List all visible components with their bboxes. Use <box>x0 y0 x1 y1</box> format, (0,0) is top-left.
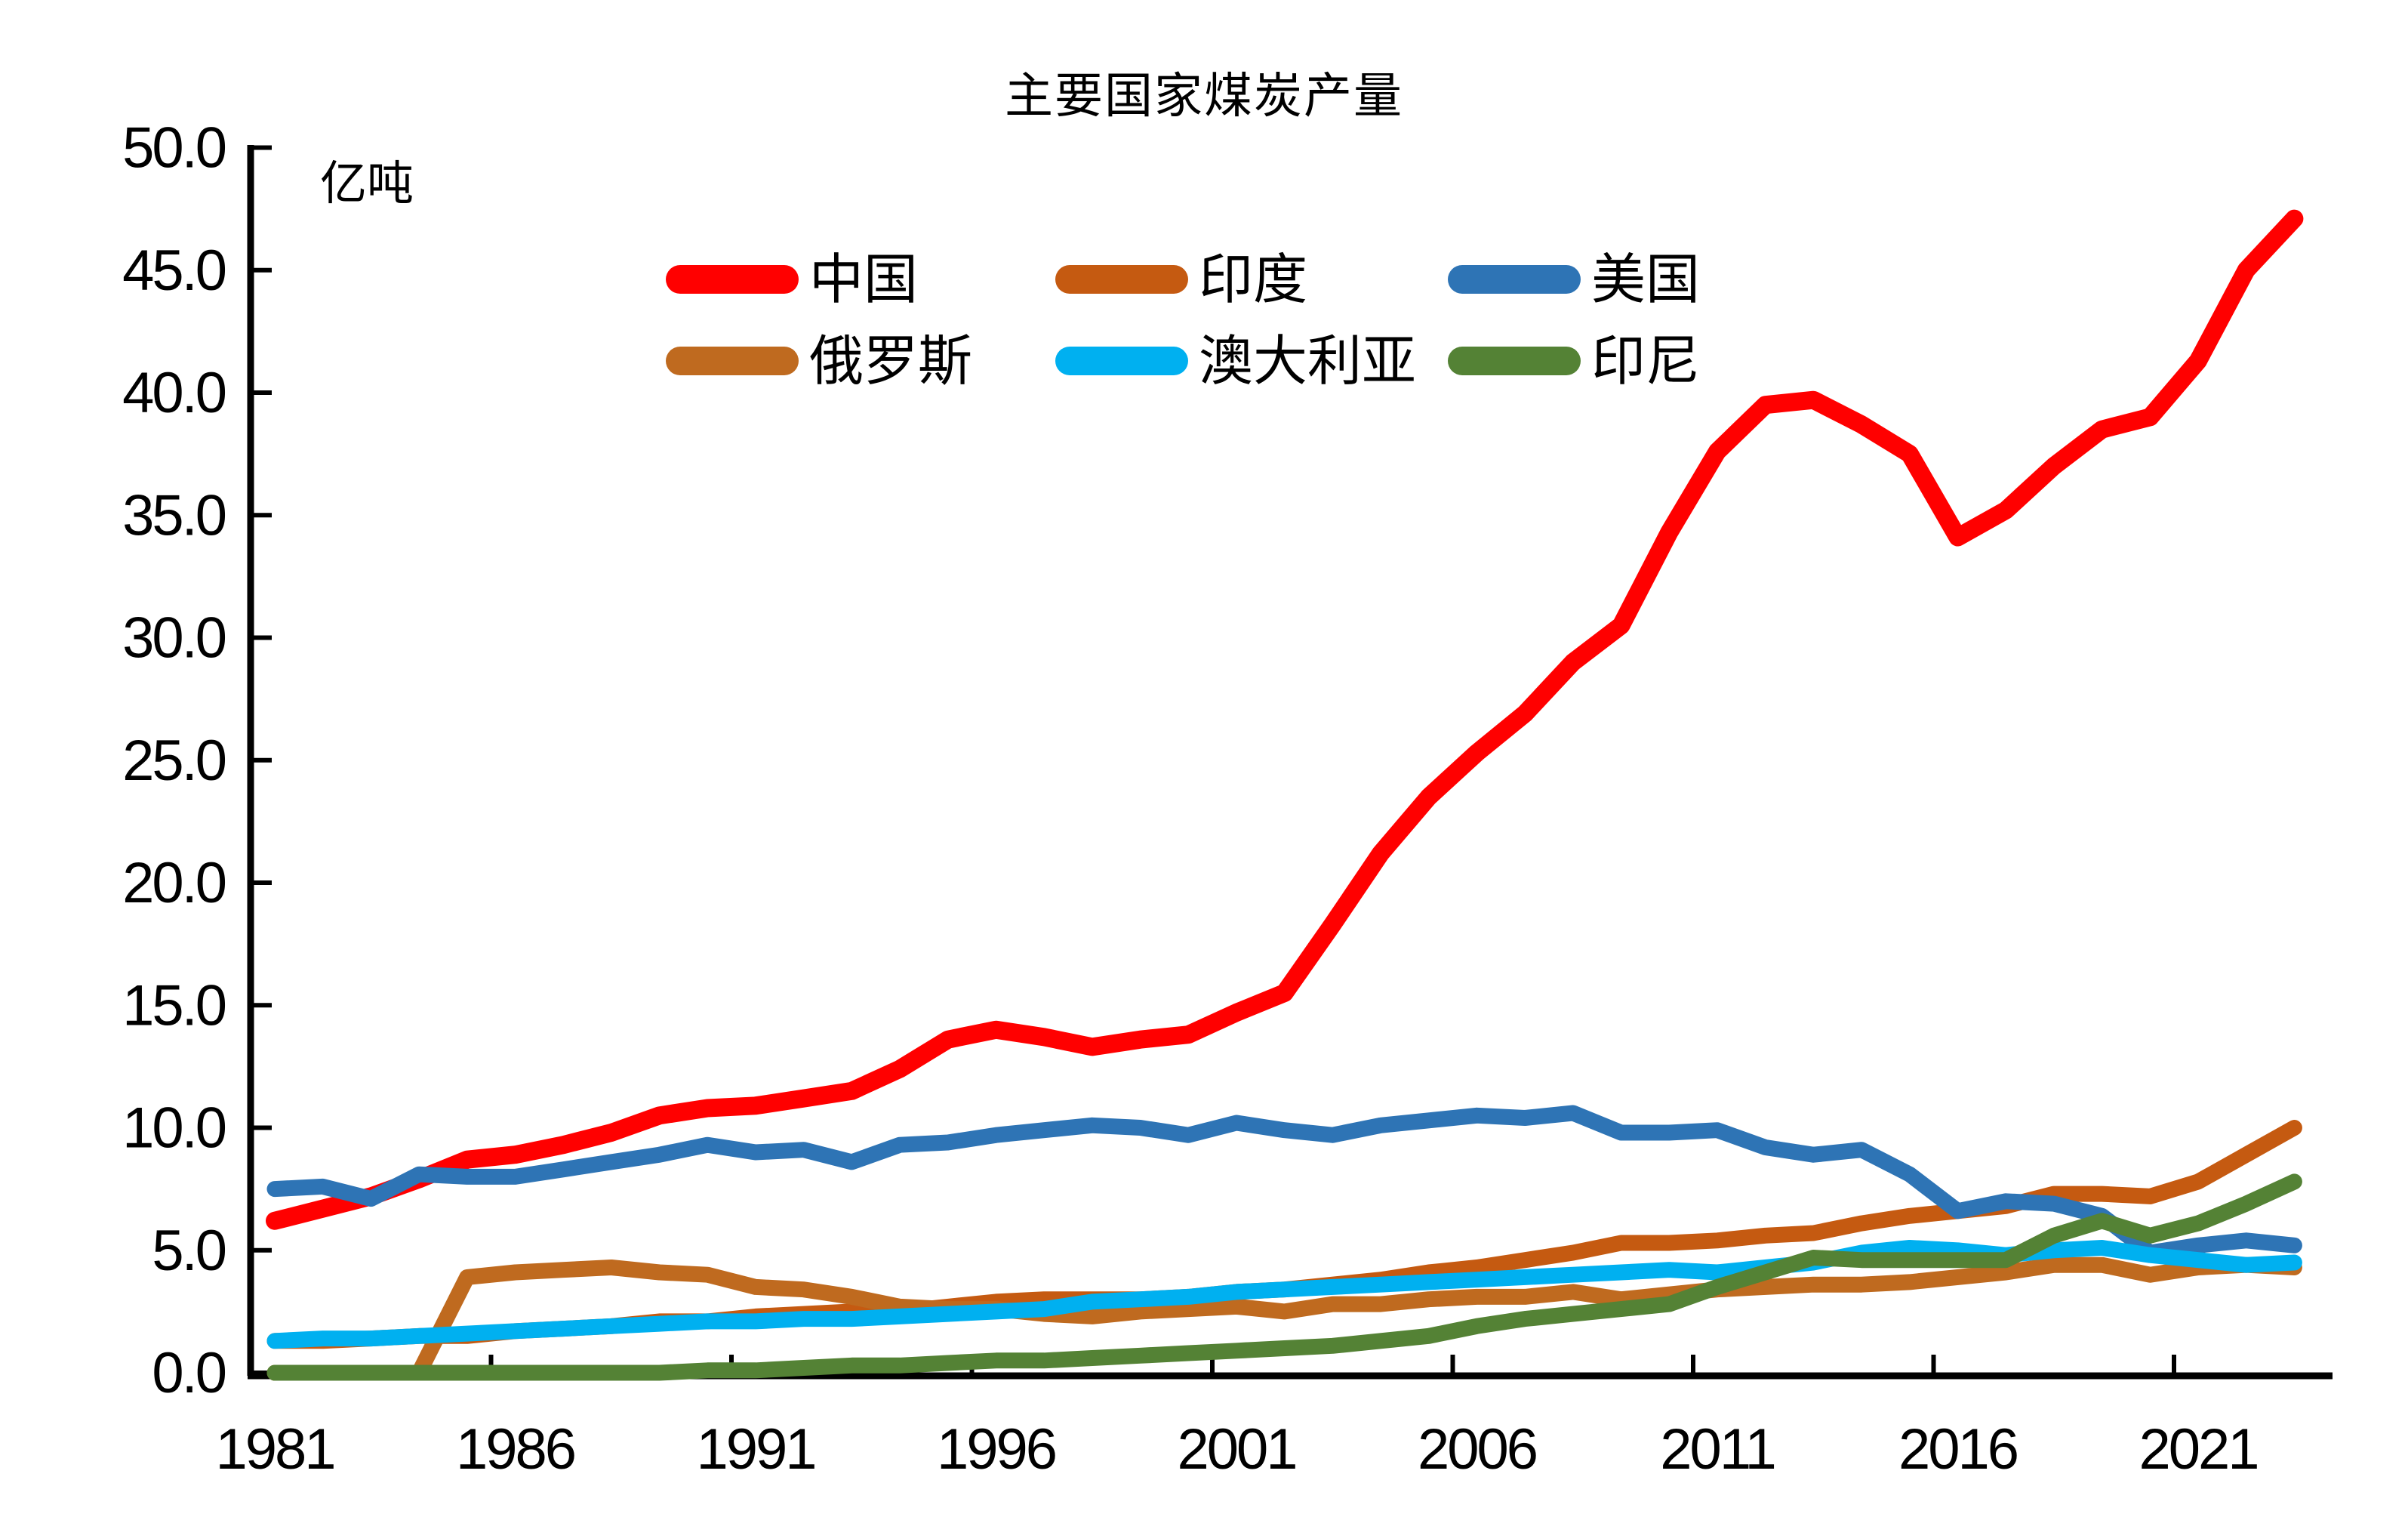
x-tick-label: 2001 <box>1177 1417 1295 1482</box>
legend-item-usa: 美国 <box>1448 248 1700 311</box>
series-line-australia <box>266 1240 2302 1349</box>
legend-item-indonesia: 印尼 <box>1448 329 1700 393</box>
legend-label-china: 中国 <box>809 248 919 311</box>
legend-swatch-china <box>666 265 799 294</box>
x-tick-label: 2011 <box>1660 1417 1774 1482</box>
y-tick-label: 20.0 <box>122 851 226 915</box>
legend-label-australia: 澳大利亚 <box>1199 329 1417 393</box>
x-tick-label: 2016 <box>1898 1417 2017 1482</box>
legend-label-usa: 美国 <box>1591 248 1701 311</box>
x-tick-label: 2021 <box>2139 1417 2257 1482</box>
series-line-usa <box>266 1105 2302 1261</box>
x-tick-label: 2006 <box>1418 1417 1536 1482</box>
y-tick-label: 40.0 <box>122 361 226 425</box>
legend-label-indonesia: 印尼 <box>1591 329 1701 393</box>
axis-lines <box>247 145 2333 1380</box>
legend-item-australia: 澳大利亚 <box>1055 329 1416 393</box>
legend-swatch-australia <box>1055 347 1188 375</box>
y-tick-label: 35.0 <box>122 483 226 547</box>
series-line-china <box>266 209 2304 1230</box>
chart-title: 主要国家煤炭产量 <box>1005 69 1403 125</box>
legend-label-india: 印度 <box>1199 248 1308 311</box>
legend-swatch-russia <box>666 347 799 375</box>
legend-item-china: 中国 <box>666 248 918 311</box>
y-tick-label: 10.0 <box>122 1096 226 1161</box>
y-axis-unit-label: 亿吨 <box>320 156 414 211</box>
legend-swatch-indonesia <box>1448 347 1581 375</box>
y-tick-label: 5.0 <box>152 1219 225 1283</box>
series-line-indonesia <box>266 1173 2302 1381</box>
x-tick-label: 1986 <box>456 1417 574 1482</box>
y-tick-label: 45.0 <box>122 239 226 303</box>
x-tick-label: 1991 <box>696 1417 814 1482</box>
y-tick-label: 30.0 <box>122 606 226 671</box>
legend-item-russia: 俄罗斯 <box>666 329 972 393</box>
legend-label-russia: 俄罗斯 <box>809 329 973 393</box>
legend-item-india: 印度 <box>1055 248 1307 311</box>
y-tick-label: 0.0 <box>152 1341 225 1405</box>
y-tick-label: 25.0 <box>122 729 226 793</box>
y-tick-label: 15.0 <box>122 973 226 1038</box>
x-tick-label: 1981 <box>215 1417 334 1482</box>
y-tick-label: 50.0 <box>122 116 226 180</box>
legend-swatch-india <box>1055 265 1188 294</box>
legend-swatch-usa <box>1448 265 1581 294</box>
series-line-russia <box>266 1256 2302 1381</box>
x-tick-label: 1996 <box>937 1417 1055 1482</box>
